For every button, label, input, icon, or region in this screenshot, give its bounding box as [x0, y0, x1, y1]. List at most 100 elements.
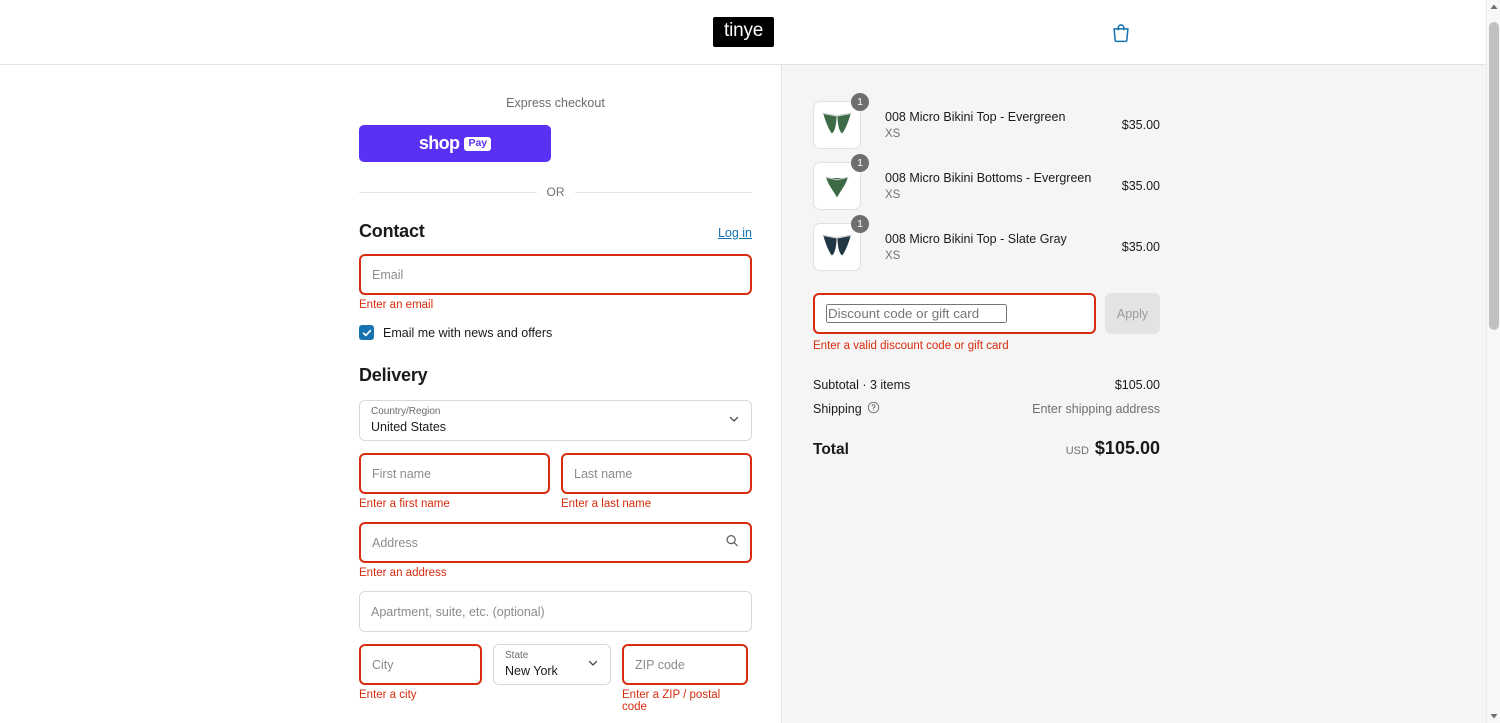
zip-code-error: Enter a ZIP / postal code	[622, 689, 721, 713]
product-info: 008 Micro Bikini Top - Evergreen XS	[861, 109, 1122, 140]
product-thumbnail	[813, 161, 861, 210]
scrollbar-thumb[interactable]	[1489, 22, 1499, 330]
country-region-label: Country/Region	[371, 406, 441, 417]
order-summary: 1 008 Micro Bikini Top - Evergreen XS $3…	[813, 92, 1160, 459]
divider-line-left	[359, 191, 537, 193]
newsletter-checkbox[interactable]	[359, 325, 374, 340]
list-item: 1 008 Micro Bikini Top - Slate Gray XS $…	[813, 214, 1160, 277]
express-checkout-title: Express checkout	[506, 96, 605, 110]
shipping-label: Shipping	[813, 402, 862, 416]
country-region-select[interactable]: Country/Region United States	[359, 400, 752, 441]
last-name-input[interactable]	[574, 466, 739, 481]
first-name-error: Enter a first name	[359, 498, 450, 510]
email-field[interactable]	[359, 254, 752, 295]
divider-line-right	[574, 191, 752, 193]
quantity-badge: 1	[851, 214, 869, 233]
product-variant: XS	[885, 189, 901, 201]
subtotal-row: Subtotal · 3 items $105.00	[813, 378, 1160, 392]
store-logo[interactable]: tinye	[713, 17, 775, 47]
discount-code-field[interactable]	[813, 293, 1096, 334]
total-value: $105.00	[1094, 438, 1160, 458]
shopping-bag-icon[interactable]	[1110, 22, 1132, 44]
city-field[interactable]	[359, 644, 482, 685]
product-variant: XS	[885, 250, 901, 262]
apartment-input[interactable]	[371, 604, 740, 619]
product-thumbnail	[813, 222, 861, 271]
product-thumbnail-wrap: 1	[813, 92, 869, 149]
newsletter-checkbox-row[interactable]: Email me with news and offers	[359, 325, 752, 340]
shop-pay-word: shop	[418, 133, 460, 153]
total-label: Total	[813, 441, 849, 458]
order-summary-column: 1 008 Micro Bikini Top - Evergreen XS $3…	[781, 65, 1487, 723]
shipping-row: Shipping Enter shipping address	[813, 401, 1160, 417]
bikini-top-icon	[822, 234, 852, 255]
apartment-field[interactable]	[359, 591, 752, 632]
page-scrollbar[interactable]	[1486, 0, 1500, 723]
zip-code-input[interactable]	[635, 657, 735, 672]
address-field[interactable]	[359, 522, 752, 563]
checkout-form: Express checkout shop Pay OR Contact Log…	[359, 65, 752, 723]
apply-discount-button[interactable]: Apply	[1105, 293, 1160, 334]
address-error: Enter an address	[359, 567, 447, 579]
name-fields-row	[359, 453, 752, 494]
contact-heading: Contact	[359, 221, 425, 241]
subtotal-value: $105.00	[1114, 378, 1160, 392]
totals-block: Subtotal · 3 items $105.00 Shipping	[813, 378, 1160, 459]
city-state-zip-row: Enter a city State New York Ente	[359, 644, 752, 713]
log-in-link[interactable]: Log in	[717, 226, 752, 240]
contact-heading-row: Contact Log in	[359, 221, 752, 242]
product-info: 008 Micro Bikini Bottoms - Evergreen XS	[861, 170, 1122, 201]
first-name-field[interactable]	[359, 453, 550, 494]
checkout-form-column: Express checkout shop Pay OR Contact Log…	[0, 65, 781, 723]
product-title: 008 Micro Bikini Top - Evergreen	[885, 110, 1066, 124]
scroll-down-arrow-icon[interactable]	[1487, 709, 1500, 723]
city-input[interactable]	[372, 657, 469, 672]
total-amount-wrap: USD $105.00	[1066, 438, 1160, 459]
total-currency: USD	[1065, 445, 1089, 457]
quantity-badge: 1	[851, 153, 869, 172]
product-title: 008 Micro Bikini Top - Slate Gray	[885, 232, 1067, 246]
product-info: 008 Micro Bikini Top - Slate Gray XS	[861, 231, 1122, 262]
city-error: Enter a city	[359, 689, 417, 701]
help-circle-icon[interactable]	[867, 401, 880, 417]
bikini-top-icon	[822, 112, 852, 133]
product-price: $35.00	[1121, 239, 1160, 254]
state-value: New York	[505, 664, 558, 678]
last-name-error: Enter a last name	[561, 498, 652, 510]
quantity-badge: 1	[851, 92, 869, 111]
site-header: tinye	[0, 0, 1487, 65]
address-input[interactable]	[372, 535, 739, 550]
email-input[interactable]	[372, 267, 739, 282]
country-region-value: United States	[371, 420, 447, 434]
last-name-field[interactable]	[561, 453, 752, 494]
search-icon[interactable]	[725, 533, 739, 552]
state-select[interactable]: State New York	[493, 644, 611, 685]
discount-row: Apply	[813, 293, 1160, 334]
name-errors-row: Enter a first name Enter a last name	[359, 498, 752, 510]
email-error: Enter an email	[359, 299, 434, 311]
bikini-bottom-icon	[825, 176, 849, 197]
state-label: State	[505, 650, 529, 661]
zip-code-field[interactable]	[622, 644, 748, 685]
subtotal-label: Subtotal · 3 items	[813, 378, 911, 392]
product-title: 008 Micro Bikini Bottoms - Evergreen	[885, 171, 1092, 185]
or-label: OR	[546, 185, 565, 199]
list-item: 1 008 Micro Bikini Bottoms - Evergreen X…	[813, 153, 1160, 216]
first-name-input[interactable]	[372, 466, 537, 481]
store-logo-text: tinye	[724, 20, 764, 41]
grand-total-row: Total USD $105.00	[813, 438, 1160, 459]
discount-code-input[interactable]	[826, 304, 1007, 323]
product-variant: XS	[885, 128, 901, 140]
product-price: $35.00	[1121, 178, 1160, 193]
product-thumbnail-wrap: 1	[813, 153, 869, 210]
product-thumbnail-wrap: 1	[813, 214, 869, 271]
chevron-down-icon	[587, 656, 599, 674]
product-thumbnail	[813, 100, 861, 149]
scroll-up-arrow-icon[interactable]	[1487, 0, 1500, 14]
discount-error: Enter a valid discount code or gift card	[813, 340, 1009, 352]
or-divider: OR	[359, 185, 752, 199]
newsletter-label: Email me with news and offers	[383, 325, 553, 340]
shop-pay-tag: Pay	[464, 136, 492, 151]
shop-pay-button[interactable]: shop Pay	[359, 125, 551, 162]
